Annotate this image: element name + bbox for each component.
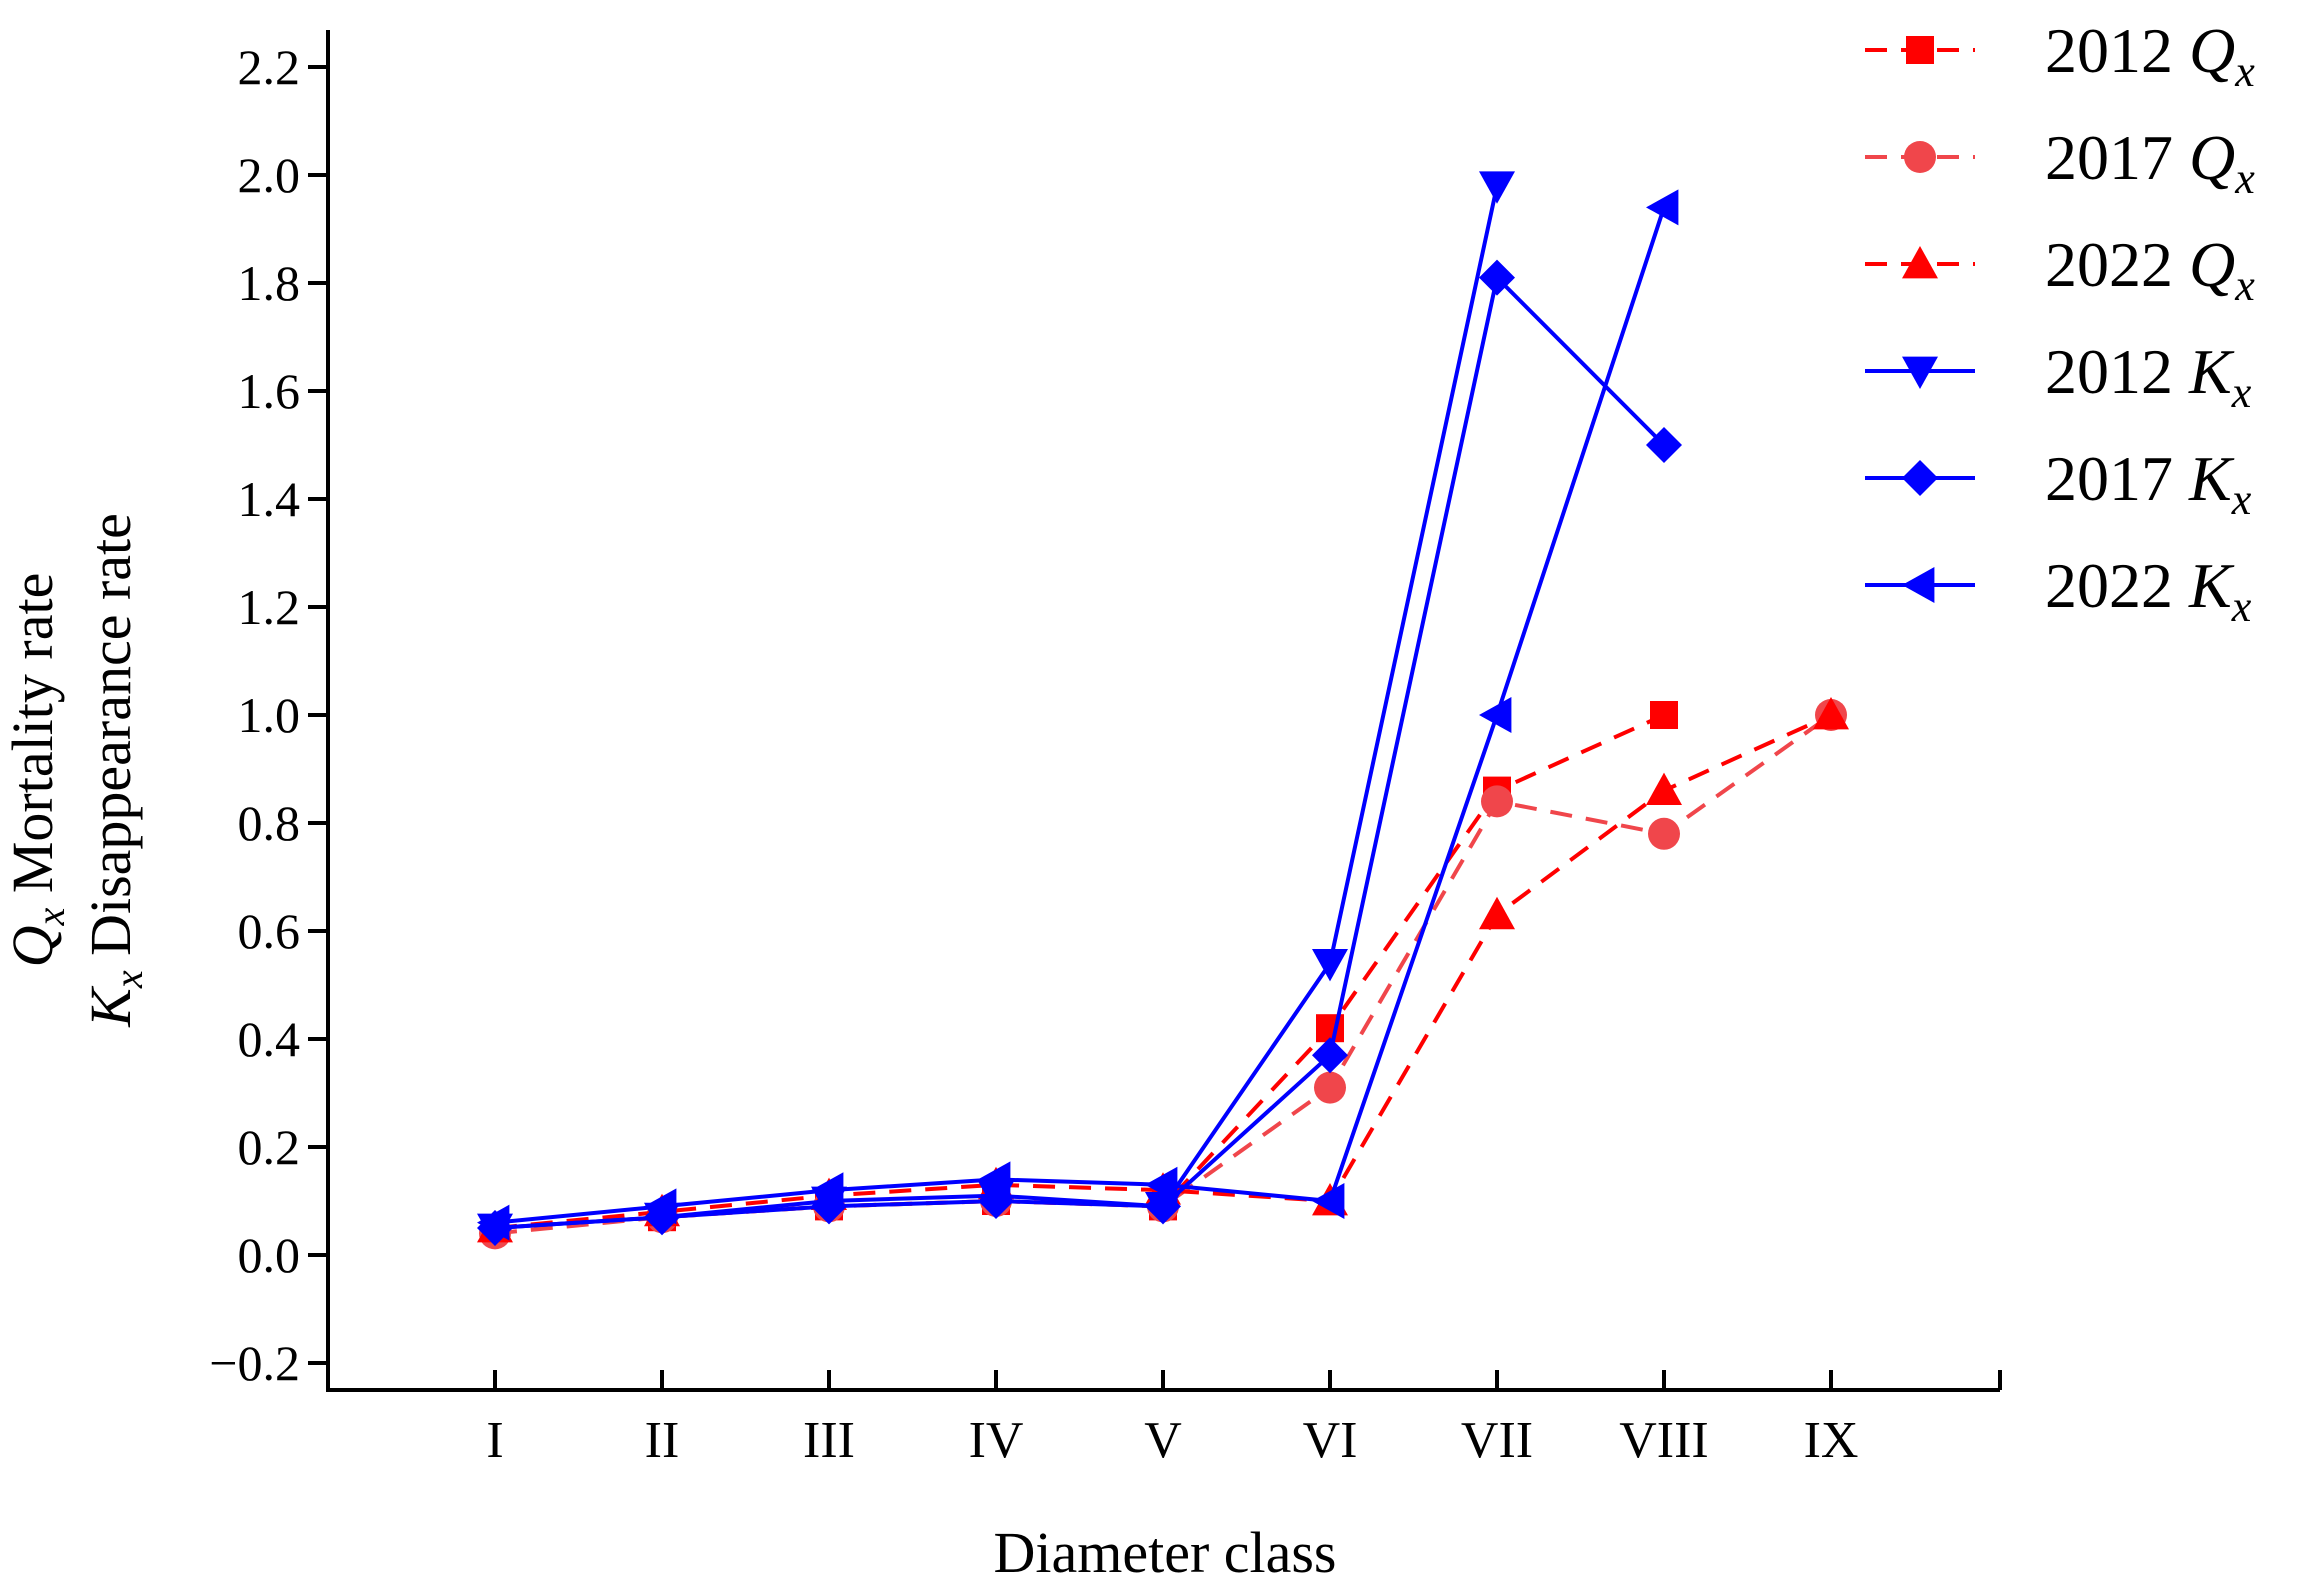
x-axis-title: Diameter class (993, 1520, 1336, 1585)
legend-marker (1902, 460, 1938, 496)
series-layer (477, 171, 1849, 1250)
y-tick-label: 0.0 (238, 1227, 301, 1283)
legend: 2012 Qx 2017 Qx 2022 Qx 2012 Kx 2017 Kx 2022 … (1865, 15, 2255, 631)
y-axis-title-line1: Qx Mortality rate (0, 573, 73, 968)
legend-label: 2017 Kx (2045, 443, 2252, 524)
y-title-symbol-q: Q (0, 925, 65, 967)
y-tick-label: 0.8 (238, 795, 301, 851)
series-2022-kx-point (1479, 697, 1512, 733)
legend-marker (1902, 356, 1938, 389)
y-title-text-k: Disappearance rate (78, 513, 143, 970)
legend-marker (1904, 141, 1936, 173)
series-2022-kx-point (1646, 189, 1679, 226)
series-2022-qx (477, 697, 1849, 1243)
x-tick-label: V (1144, 1412, 1182, 1469)
legend-marker (1902, 567, 1935, 603)
y-tick-label: 1.8 (238, 255, 301, 311)
y-axis-title-line2: Kx Disappearance rate (78, 513, 151, 1028)
legend-item: 2012 Qx (1865, 15, 2255, 96)
x-tick-label: IX (1804, 1412, 1859, 1469)
series-2017-kx-point (1646, 427, 1682, 463)
svg-text:Qx Mortality rate: Qx Mortality rate (0, 573, 73, 968)
series-2022-kx-line (494, 206, 1666, 1225)
series-2022-kx-point (811, 1172, 844, 1209)
series-2022-kx (477, 189, 1679, 1241)
legend-label: 2022 Kx (2045, 550, 2252, 631)
x-tick-label: VI (1303, 1412, 1358, 1469)
series-2012-kx-line (494, 185, 1499, 1230)
series-2022-qx-point (1646, 772, 1682, 805)
series-2022-kx-point (1312, 1183, 1345, 1219)
legend-label: 2017 Qx (2045, 122, 2255, 203)
series-2017-qx (479, 699, 1847, 1250)
y-tick-label: 1.4 (238, 471, 301, 527)
series-2022-kx-point (978, 1161, 1011, 1198)
legend-item: 2022 Kx (1865, 550, 2252, 631)
series-2012-kx-point (1479, 171, 1515, 204)
series-2017-qx-point (1314, 1071, 1346, 1104)
y-tick-label: 0.4 (238, 1011, 301, 1067)
legend-label: 2022 Qx (2045, 229, 2255, 310)
series-2022-qx-line (494, 713, 1832, 1230)
y-tick-label: 1.2 (238, 579, 301, 635)
x-tick-label: VIII (1619, 1412, 1709, 1469)
series-2012-kx-point (1312, 949, 1348, 982)
series-2012-qx-point (1650, 701, 1678, 729)
y-title-sub-k: x (106, 970, 151, 989)
legend-item: 2017 Qx (1865, 122, 2255, 203)
series-2017-qx-line (494, 713, 1833, 1236)
legend-label: 2012 Kx (2045, 336, 2252, 417)
series-2017-qx-point (1648, 817, 1680, 850)
series-2017-kx (477, 259, 1682, 1246)
legend-item: 2012 Kx (1865, 336, 2252, 417)
series-2022-kx-point (477, 1204, 510, 1241)
svg-text:Kx Disappearance rate: Kx Disappearance rate (78, 513, 151, 1028)
series-2012-kx (477, 171, 1515, 1246)
y-tick-label: 1.6 (238, 363, 301, 419)
legend-item: 2017 Kx (1865, 443, 2252, 524)
legend-label: 2012 Qx (2045, 15, 2255, 96)
series-2022-qx-point (1479, 896, 1515, 930)
series-2022-kx-point (644, 1188, 677, 1225)
y-tick-label: −0.2 (209, 1335, 300, 1391)
y-title-sub-q: x (28, 907, 73, 926)
axes: −0.2 0.0 0.2 0.4 0.6 0.8 1.0 1.2 1.4 1.6 1.8 2.0 2.2… (209, 30, 2002, 1469)
series-2022-kx-point (1145, 1166, 1178, 1203)
legend-marker (1906, 36, 1934, 64)
series-2022-qx-point (1813, 697, 1849, 730)
x-tick-label: II (645, 1412, 680, 1469)
y-tick-label: 2.2 (238, 39, 301, 95)
y-tick-label: 2.0 (238, 147, 301, 203)
series-2017-kx-line (494, 275, 1666, 1230)
x-tick-label: III (803, 1412, 855, 1469)
series-2012-qx (481, 701, 1678, 1242)
y-tick-label: 0.2 (238, 1119, 301, 1175)
series-2017-kx-point (1312, 1037, 1348, 1074)
y-title-text-q: Mortality rate (0, 573, 65, 908)
x-tick-label: IV (969, 1412, 1024, 1469)
series-2017-kx-point (1479, 259, 1515, 296)
y-tick-label: 1.0 (238, 687, 301, 743)
y-tick-label: 0.6 (238, 903, 301, 959)
y-title-symbol-k: K (78, 985, 143, 1028)
x-tick-label: I (486, 1412, 503, 1469)
legend-marker (1902, 246, 1938, 279)
legend-item: 2022 Qx (1865, 229, 2255, 310)
series-2017-qx-point (1481, 785, 1513, 818)
x-tick-label: VII (1461, 1412, 1533, 1469)
